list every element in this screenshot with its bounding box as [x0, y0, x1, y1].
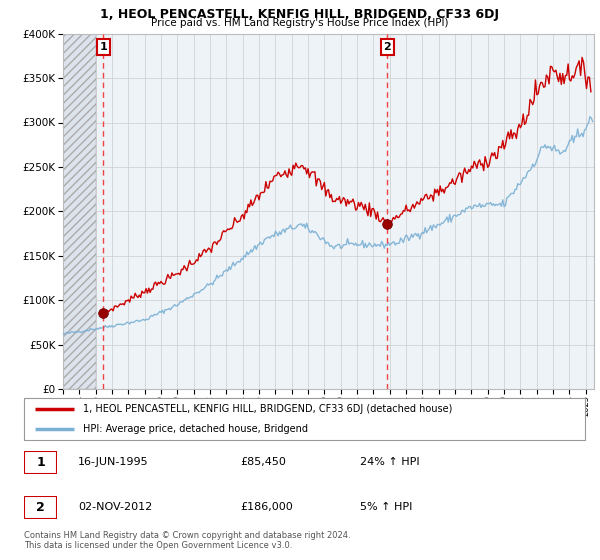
Text: 1: 1	[36, 456, 45, 469]
Text: 02-NOV-2012: 02-NOV-2012	[78, 502, 152, 512]
FancyBboxPatch shape	[24, 496, 57, 519]
Text: 2: 2	[36, 501, 45, 514]
Text: £186,000: £186,000	[240, 502, 293, 512]
FancyBboxPatch shape	[24, 451, 57, 474]
Text: 5% ↑ HPI: 5% ↑ HPI	[360, 502, 412, 512]
Text: 24% ↑ HPI: 24% ↑ HPI	[360, 457, 419, 467]
Bar	[63, 34, 95, 389]
Text: 2: 2	[383, 42, 391, 52]
Text: £85,450: £85,450	[240, 457, 286, 467]
Text: Contains HM Land Registry data © Crown copyright and database right 2024.
This d: Contains HM Land Registry data © Crown c…	[24, 531, 350, 550]
Text: HPI: Average price, detached house, Bridgend: HPI: Average price, detached house, Brid…	[83, 424, 308, 434]
Text: Price paid vs. HM Land Registry's House Price Index (HPI): Price paid vs. HM Land Registry's House …	[151, 18, 449, 29]
Text: 1, HEOL PENCASTELL, KENFIG HILL, BRIDGEND, CF33 6DJ: 1, HEOL PENCASTELL, KENFIG HILL, BRIDGEN…	[101, 8, 499, 21]
Text: 1, HEOL PENCASTELL, KENFIG HILL, BRIDGEND, CF33 6DJ (detached house): 1, HEOL PENCASTELL, KENFIG HILL, BRIDGEN…	[83, 404, 452, 414]
Text: 16-JUN-1995: 16-JUN-1995	[78, 457, 149, 467]
FancyBboxPatch shape	[24, 398, 585, 440]
Text: 1: 1	[100, 42, 107, 52]
